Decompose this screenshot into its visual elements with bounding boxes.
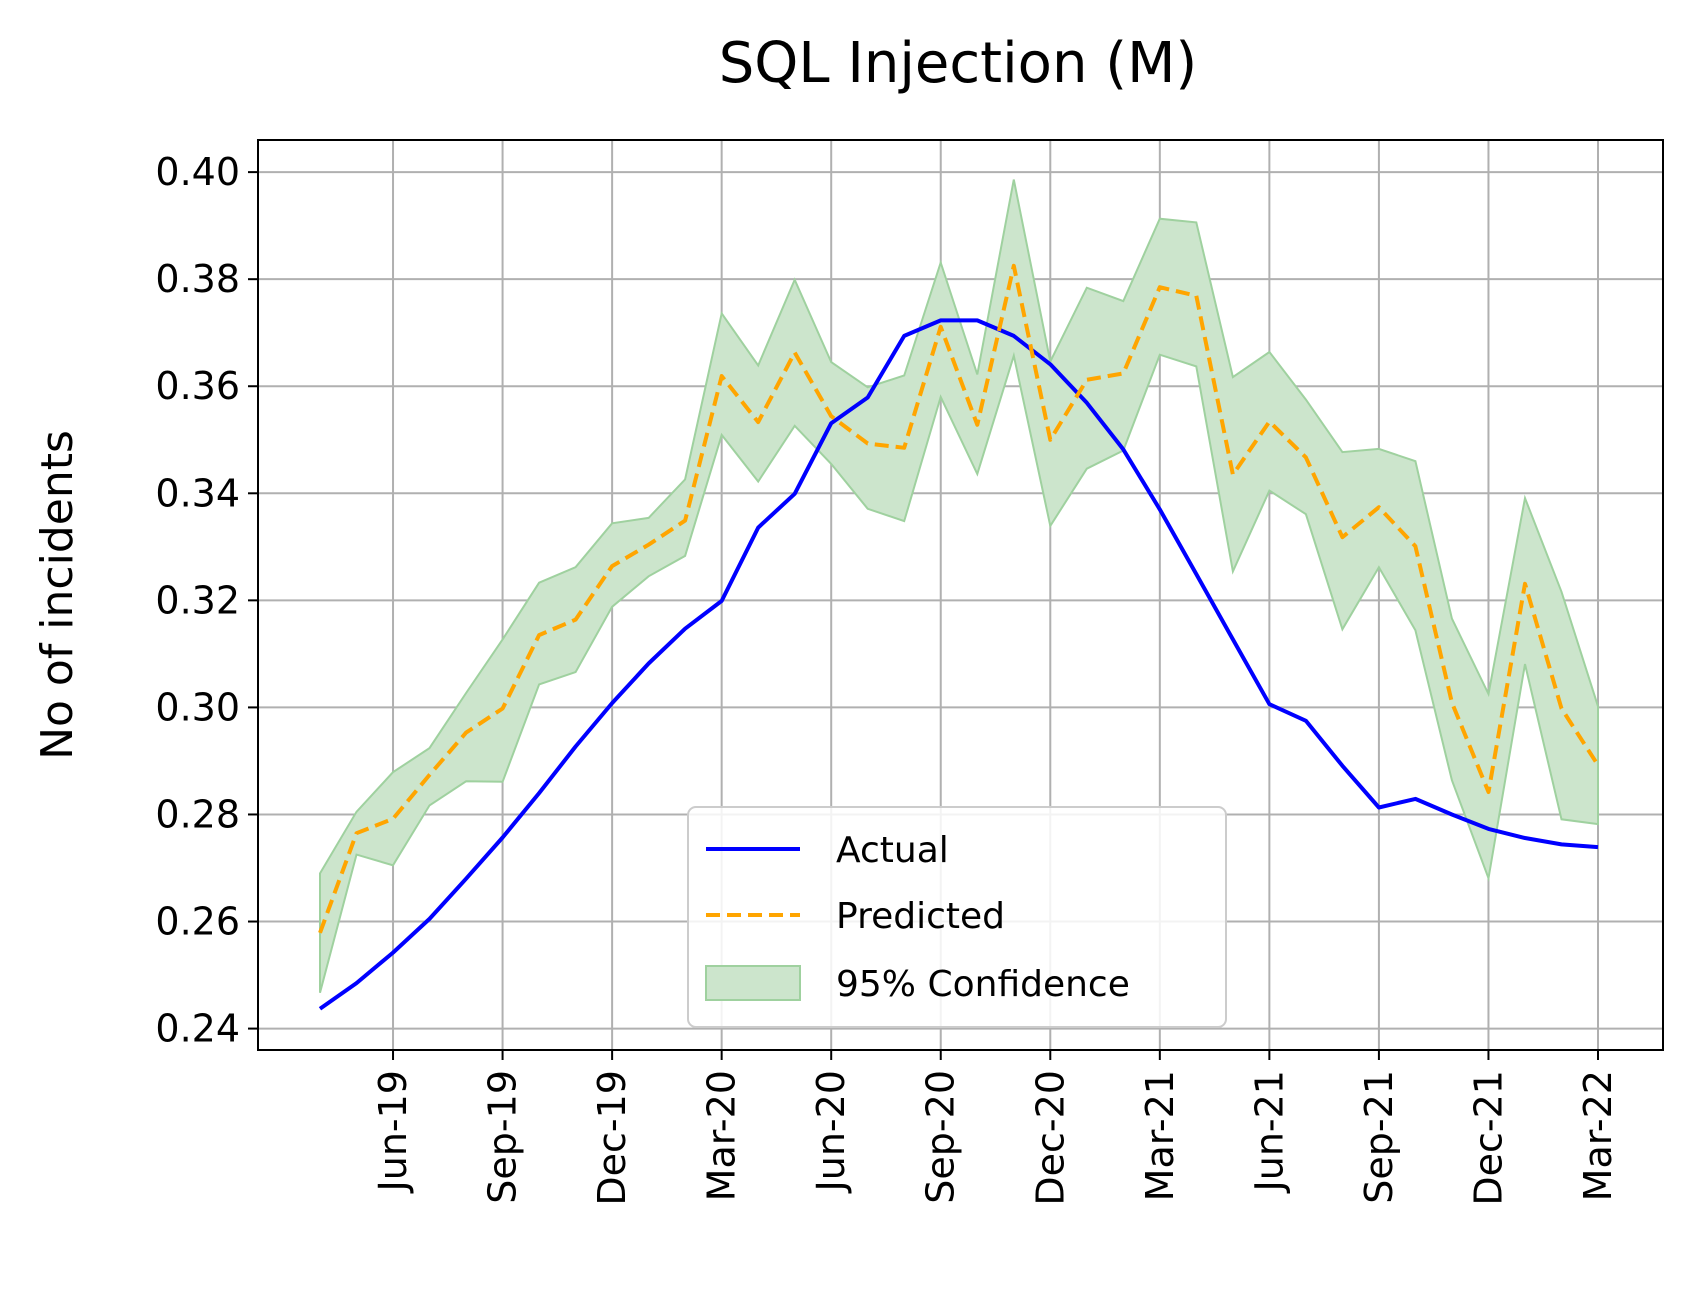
y-tick-label: 0.40 (155, 150, 240, 194)
plot-frame (257, 139, 1664, 1051)
x-tick-label: Sep-19 (481, 1070, 525, 1204)
x-tick-label: Sep-21 (1357, 1070, 1401, 1204)
x-tick-label: Mar-22 (1576, 1070, 1620, 1201)
y-tick-label: 0.36 (155, 364, 240, 408)
x-axis: Jun-19 Sep-19 Dec-19 Mar-20 Jun-20 Sep-20 Dec-… (371, 1050, 1620, 1206)
chart-title: SQL Injection (M) (719, 31, 1198, 96)
x-tick-label: Sep-20 (919, 1070, 963, 1204)
y-tick-label: 0.28 (155, 792, 240, 836)
series-line-predicted (318, 263, 1600, 934)
grid (258, 140, 1663, 1050)
y-axis-label: No of incidents (32, 430, 83, 760)
legend: Actual Predicted 95% Confidence (687, 806, 1227, 1028)
x-tick-label: Mar-20 (700, 1070, 744, 1201)
x-tick-label: Mar-21 (1138, 1070, 1182, 1201)
legend-box (687, 806, 1227, 1028)
x-tick-label: Jun-21 (1247, 1070, 1291, 1193)
y-tick-label: 0.38 (155, 257, 240, 301)
y-tick-label: 0.32 (155, 578, 240, 622)
y-tick-label: 0.24 (155, 1007, 240, 1051)
legend-swatch-confidence (705, 965, 801, 1001)
x-tick-label: Dec-19 (590, 1070, 634, 1206)
y-tick-label: 0.30 (155, 685, 240, 729)
legend-label-confidence: 95% Confidence (836, 964, 1130, 1005)
confidence-band (319, 179, 1599, 993)
line-layer (318, 263, 1600, 1011)
x-tick-label: Jun-20 (809, 1070, 853, 1193)
x-tick-label: Dec-21 (1466, 1070, 1510, 1206)
confidence-band-layer (319, 179, 1599, 993)
legend-label-actual: Actual (836, 830, 949, 871)
y-axis: 0.24 0.26 0.28 0.30 0.32 0.34 0.36 0.38 0.40 (155, 150, 258, 1051)
y-tick-label: 0.34 (155, 471, 240, 515)
legend-label-predicted: Predicted (836, 896, 1005, 937)
series-line-actual (318, 318, 1599, 1011)
y-tick-label: 0.26 (155, 900, 240, 944)
x-tick-label: Jun-19 (371, 1070, 415, 1193)
x-tick-label: Dec-20 (1028, 1070, 1072, 1206)
